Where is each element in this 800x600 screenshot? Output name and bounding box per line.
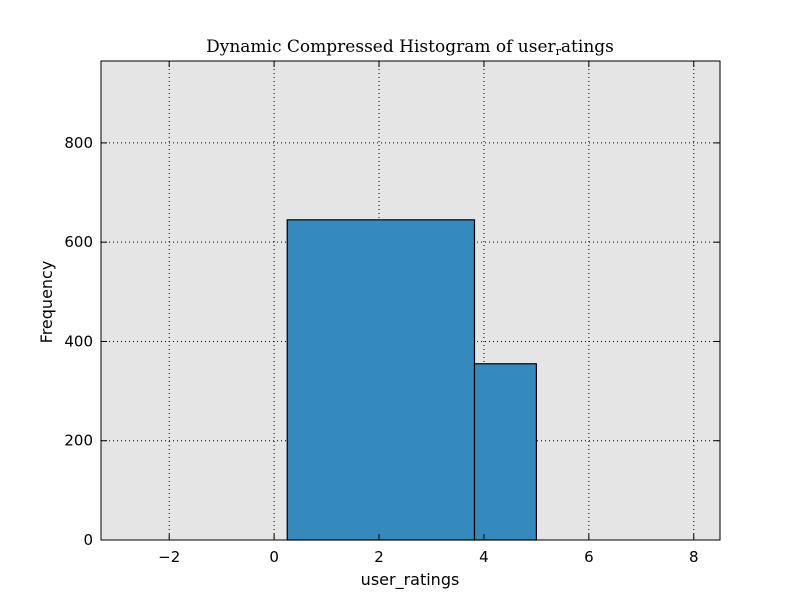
x-axis-label: user_ratings — [361, 570, 460, 590]
x-tick-label: 0 — [269, 548, 279, 566]
y-tick-labels: 0 200 400 600 800 — [64, 134, 93, 549]
x-tick-label: −2 — [158, 548, 180, 566]
y-tick-label: 600 — [64, 233, 93, 251]
histogram-bar-2 — [473, 363, 537, 541]
y-tick-label: 400 — [64, 332, 93, 350]
y-tick-label: 800 — [64, 134, 93, 152]
histogram-bar-1 — [286, 219, 476, 541]
histogram-bars — [286, 219, 537, 541]
plot-frame — [100, 60, 721, 541]
chart-title-subscript: r — [556, 45, 562, 58]
x-tick-label: 2 — [374, 548, 384, 566]
x-tick-label: 8 — [689, 548, 699, 566]
y-tick-label: 200 — [64, 432, 93, 450]
chart-title-main: Dynamic Compressed Histogram of user — [206, 37, 556, 57]
chart-title: Dynamic Compressed Histogram of userrati… — [206, 37, 614, 58]
chart-title-tail: atings — [561, 37, 614, 57]
y-tick-label: 0 — [83, 531, 93, 549]
y-axis-label: Frequency — [37, 261, 56, 344]
axis-ticks — [101, 61, 720, 541]
x-tick-label: 6 — [584, 548, 594, 566]
x-tick-label: 4 — [479, 548, 489, 566]
x-tick-labels: −2 0 2 4 6 8 — [158, 548, 698, 566]
